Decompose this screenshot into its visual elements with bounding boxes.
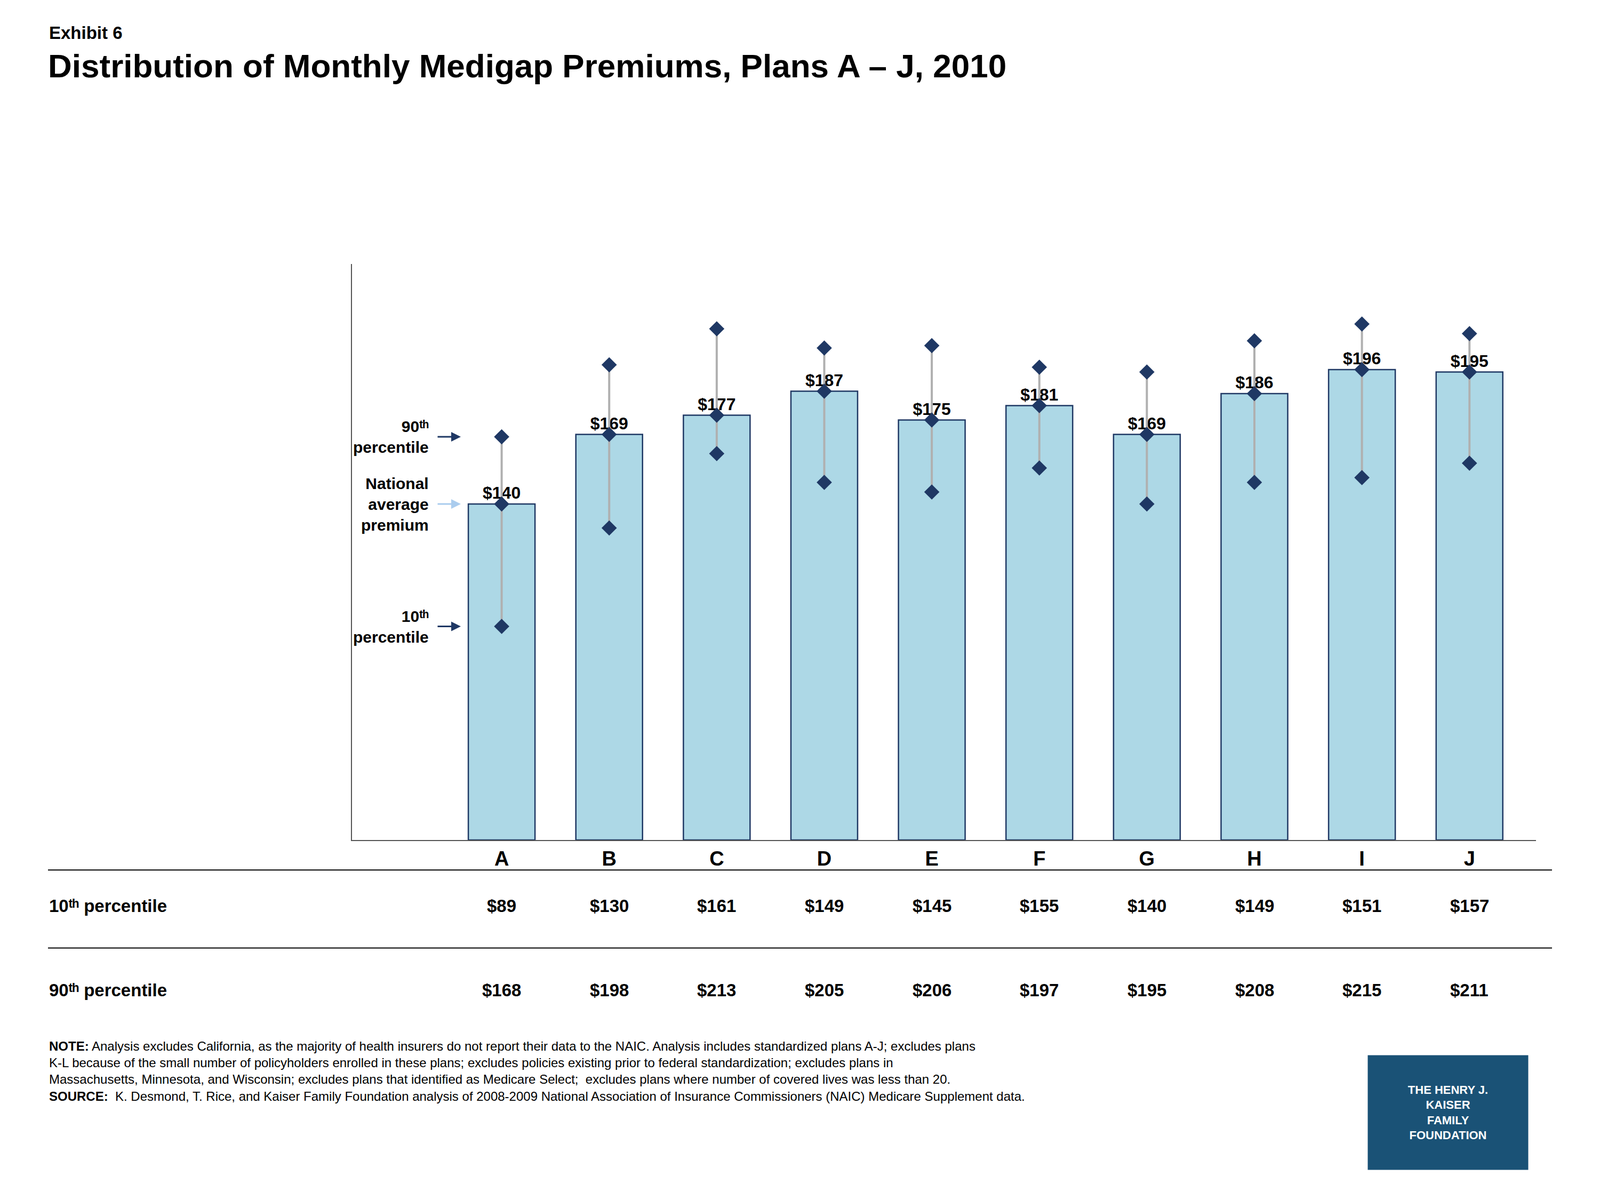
svg-text:$198: $198 — [589, 980, 629, 1000]
svg-text:$208: $208 — [1235, 980, 1275, 1000]
svg-text:NOTE: Analysis excludes Califo: NOTE: Analysis excludes California, as t… — [49, 1038, 1026, 1104]
svg-text:Nationalaveragepremium: Nationalaveragepremium — [361, 474, 429, 534]
svg-text:$211: $211 — [1450, 980, 1489, 1000]
svg-text:$197: $197 — [1019, 980, 1059, 1000]
svg-text:$168: $168 — [482, 980, 522, 1000]
svg-text:$140: $140 — [1127, 896, 1167, 916]
svg-text:$149: $149 — [804, 896, 844, 916]
svg-text:E: E — [924, 847, 939, 870]
svg-text:D: D — [817, 847, 832, 870]
svg-text:$89: $89 — [486, 896, 517, 916]
svg-text:$186: $186 — [1235, 372, 1274, 392]
svg-text:H: H — [1246, 847, 1262, 870]
svg-text:F: F — [1033, 847, 1046, 870]
svg-text:J: J — [1464, 847, 1476, 870]
svg-text:$177: $177 — [697, 394, 736, 414]
svg-text:$157: $157 — [1450, 896, 1490, 916]
svg-text:$187: $187 — [805, 370, 844, 390]
svg-text:10ᵗʰ percentile: 10ᵗʰ percentile — [49, 896, 167, 916]
svg-text:$195: $195 — [1450, 351, 1489, 371]
svg-text:$151: $151 — [1342, 896, 1382, 916]
svg-text:$140: $140 — [482, 483, 521, 503]
svg-text:$161: $161 — [697, 896, 736, 916]
svg-text:$205: $205 — [804, 980, 844, 1000]
svg-text:G: G — [1139, 847, 1156, 870]
svg-text:$169: $169 — [1128, 413, 1166, 434]
svg-text:B: B — [602, 847, 617, 870]
svg-text:90ᵗʰpercentile: 90ᵗʰpercentile — [353, 417, 429, 456]
svg-text:$175: $175 — [913, 399, 951, 419]
svg-text:Exhibit 6: Exhibit 6 — [49, 22, 123, 43]
svg-text:$155: $155 — [1019, 896, 1059, 916]
svg-text:I: I — [1358, 847, 1365, 870]
svg-text:$195: $195 — [1127, 980, 1167, 1000]
svg-text:THE HENRY J.KAISERFAMILYFOUNDA: THE HENRY J.KAISERFAMILYFOUNDATION — [1408, 1083, 1488, 1143]
svg-text:A: A — [494, 847, 509, 870]
svg-text:$130: $130 — [589, 896, 629, 916]
svg-text:90ᵗʰ percentile: 90ᵗʰ percentile — [49, 980, 167, 1000]
svg-text:Distribution of Monthly Mediga: Distribution of Monthly Medigap Premiums… — [48, 47, 1007, 85]
svg-text:$181: $181 — [1020, 385, 1059, 405]
svg-text:$169: $169 — [590, 413, 629, 434]
svg-text:10ᵗʰpercentile: 10ᵗʰpercentile — [353, 607, 429, 646]
svg-text:$206: $206 — [912, 980, 952, 1000]
svg-text:$196: $196 — [1342, 348, 1381, 368]
svg-text:$149: $149 — [1235, 896, 1275, 916]
svg-text:$145: $145 — [912, 896, 952, 916]
svg-text:$215: $215 — [1342, 980, 1382, 1000]
svg-text:C: C — [709, 847, 724, 870]
svg-text:$213: $213 — [697, 980, 736, 1000]
